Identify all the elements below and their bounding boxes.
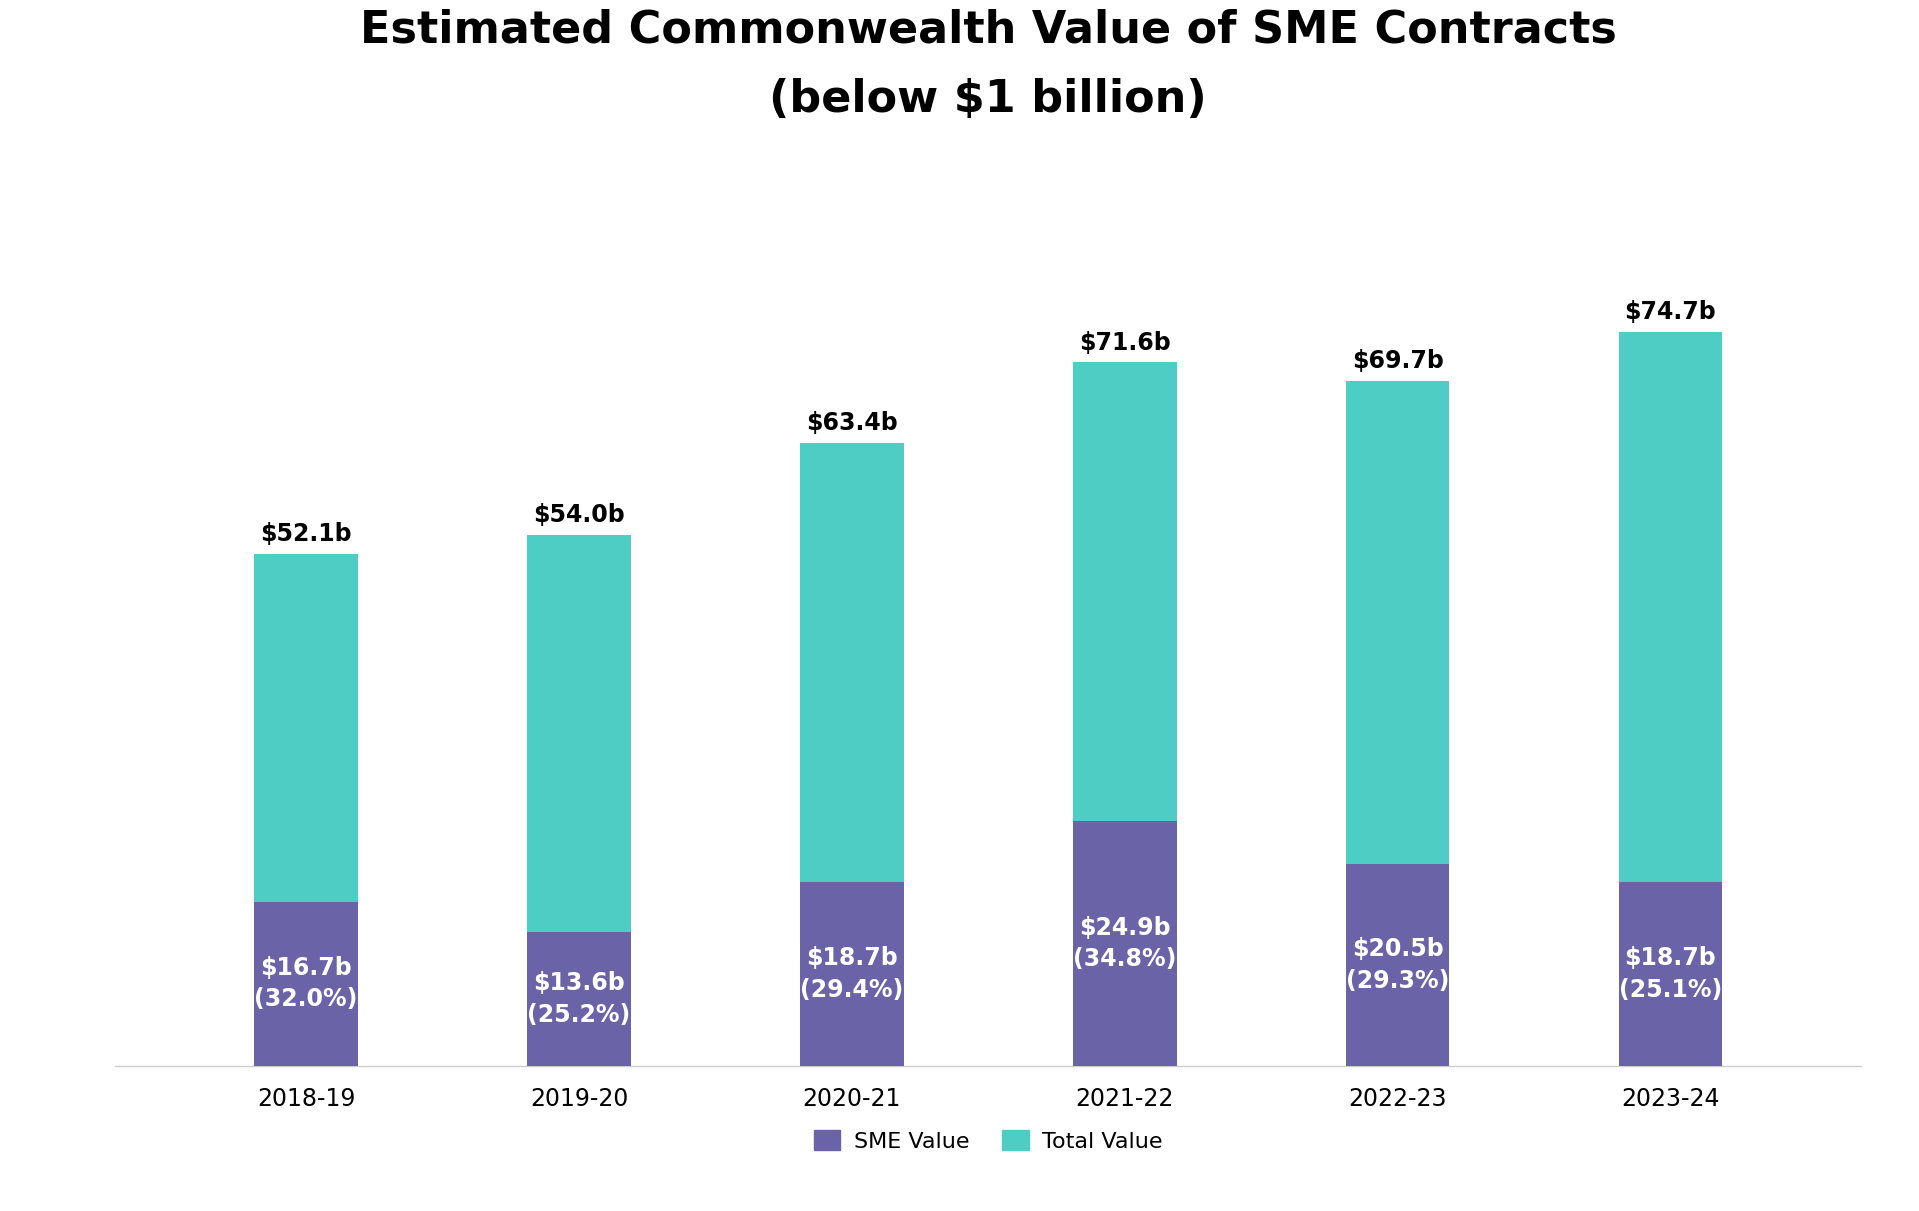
Bar <box>255 553 359 902</box>
Bar <box>1345 865 1449 1066</box>
Bar <box>1345 381 1449 865</box>
Bar <box>528 535 631 932</box>
Text: $20.5b
(29.3%): $20.5b (29.3%) <box>1345 937 1449 993</box>
Bar <box>528 932 631 1066</box>
Text: $54.0b: $54.0b <box>533 504 626 528</box>
Bar <box>800 443 904 882</box>
Bar <box>1073 821 1176 1066</box>
Bar <box>255 902 359 1066</box>
Text: $71.6b: $71.6b <box>1078 331 1171 355</box>
Text: $16.7b
(32.0%): $16.7b (32.0%) <box>255 955 357 1011</box>
Bar <box>1618 332 1721 882</box>
Text: $63.4b: $63.4b <box>806 411 898 435</box>
Text: $69.7b: $69.7b <box>1351 349 1443 373</box>
Bar <box>800 882 904 1066</box>
Text: $52.1b: $52.1b <box>261 522 351 546</box>
Title: Estimated Commonwealth Value of SME Contracts
(below $1 billion): Estimated Commonwealth Value of SME Cont… <box>361 8 1616 121</box>
Text: $13.6b
(25.2%): $13.6b (25.2%) <box>528 971 631 1027</box>
Text: $18.7b
(25.1%): $18.7b (25.1%) <box>1620 946 1721 1001</box>
Bar <box>1618 882 1721 1066</box>
Text: $24.9b
(34.8%): $24.9b (34.8%) <box>1073 916 1176 971</box>
Bar <box>1073 362 1176 821</box>
Legend: SME Value, Total Value: SME Value, Total Value <box>804 1121 1173 1160</box>
Text: $18.7b
(29.4%): $18.7b (29.4%) <box>800 946 904 1001</box>
Text: $74.7b: $74.7b <box>1625 300 1716 325</box>
